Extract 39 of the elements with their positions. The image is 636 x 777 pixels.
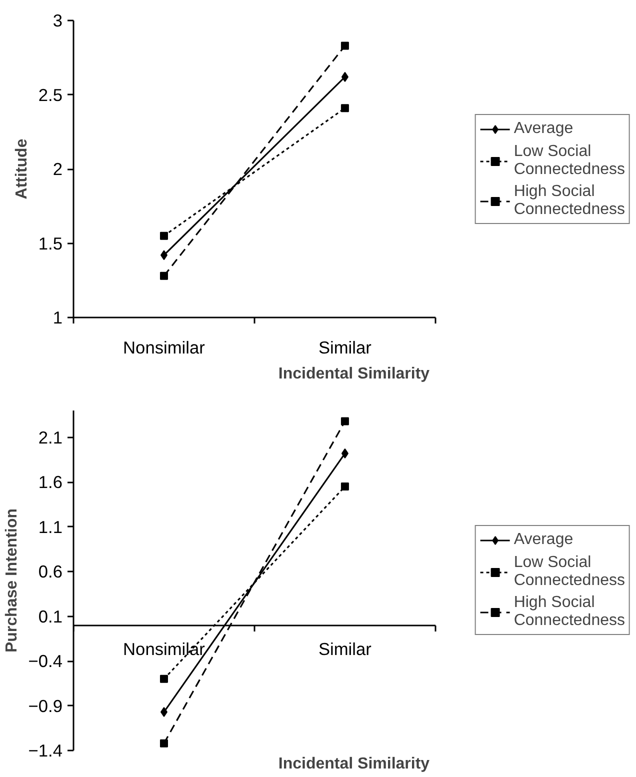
y-tick-label: 3 xyxy=(52,10,63,30)
y-tick-label: −0.4 xyxy=(28,651,63,672)
legend-label: Low Social Connectedness xyxy=(514,554,625,590)
point xyxy=(341,72,348,82)
point xyxy=(340,104,349,112)
x-tick-label: Nonsimilar xyxy=(123,338,206,358)
y-tick-label: 0.1 xyxy=(38,606,63,626)
legend-label: Average xyxy=(514,531,574,549)
legend-label: High Social Connectedness xyxy=(514,594,625,630)
y-tick-label: 2.1 xyxy=(38,427,63,448)
y-tick-label: 1.6 xyxy=(38,472,63,492)
y-axis-title: Purchase Intention xyxy=(3,508,20,653)
x-tick-label: Similar xyxy=(318,338,372,358)
point xyxy=(160,232,168,240)
x-axis-title: Incidental Similarity xyxy=(278,366,430,382)
x-axis-title: Incidental Similarity xyxy=(278,756,430,772)
x-tick-label: Nonsimilar xyxy=(123,639,206,660)
point xyxy=(160,250,168,260)
legend-label: Average xyxy=(514,120,574,138)
point xyxy=(160,707,168,718)
y-tick-label: 1 xyxy=(52,308,63,328)
point xyxy=(160,272,168,280)
y-tick-label: 0.6 xyxy=(38,562,63,582)
legend-label: Low Social Connectedness xyxy=(514,142,625,178)
point xyxy=(160,739,168,748)
point xyxy=(340,417,349,426)
y-tick-label: 2.5 xyxy=(38,84,63,105)
y-tick-label: 2 xyxy=(52,159,63,179)
x-tick-label: Similar xyxy=(318,639,372,660)
point xyxy=(340,482,349,491)
y-tick-label: −0.9 xyxy=(28,696,63,716)
legend-label: High Social Connectedness xyxy=(514,182,625,218)
point xyxy=(340,42,349,50)
y-axis-title: Attitude xyxy=(13,138,30,200)
y-tick-label: 1.5 xyxy=(38,233,63,254)
y-tick-label: 1.1 xyxy=(38,516,63,537)
point xyxy=(341,448,348,458)
point xyxy=(160,674,168,683)
y-tick-label: −1.4 xyxy=(28,740,63,760)
